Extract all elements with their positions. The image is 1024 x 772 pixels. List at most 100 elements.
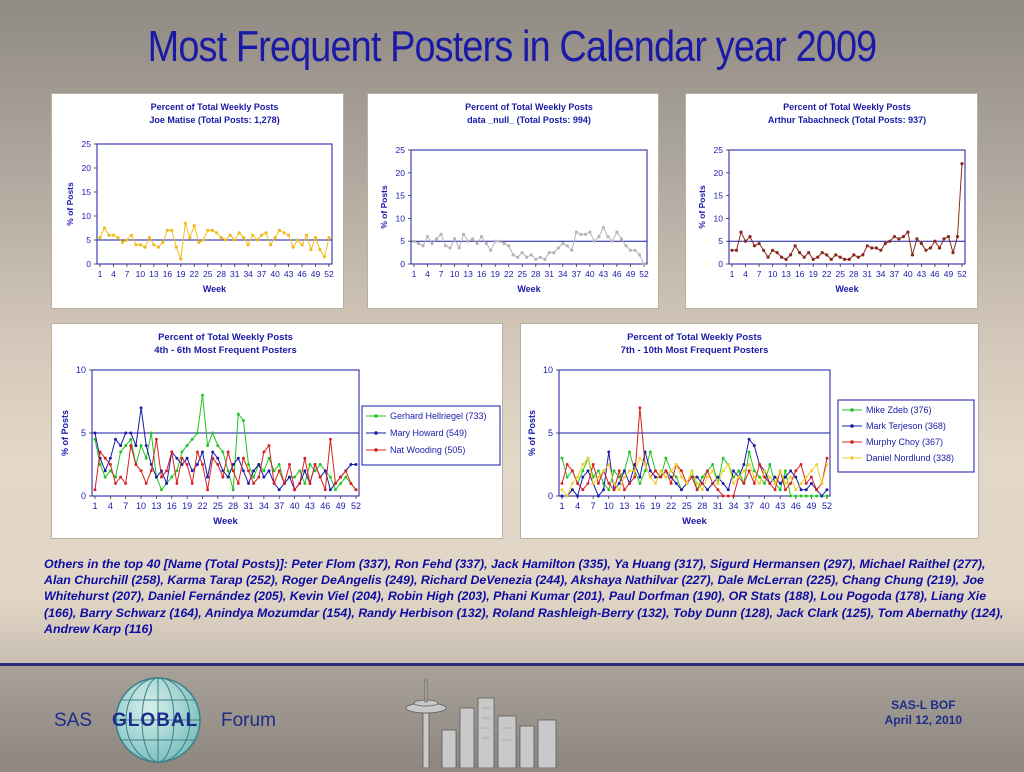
data-point bbox=[664, 469, 668, 473]
data-point bbox=[493, 239, 497, 243]
x-tick-label: 25 bbox=[836, 269, 846, 279]
data-point bbox=[591, 481, 595, 485]
data-point bbox=[721, 481, 725, 485]
data-point bbox=[612, 481, 616, 485]
series-line-3 bbox=[561, 457, 828, 497]
data-point bbox=[267, 469, 271, 473]
data-point bbox=[221, 475, 225, 479]
data-point bbox=[799, 463, 803, 466]
logo-forum-text: Forum bbox=[221, 710, 276, 731]
x-tick-label: 22 bbox=[190, 269, 200, 279]
data-point bbox=[628, 481, 631, 485]
data-point bbox=[711, 463, 715, 466]
x-tick-label: 22 bbox=[197, 501, 207, 511]
data-point bbox=[588, 230, 592, 234]
data-point bbox=[815, 463, 819, 466]
chart-subtitle: data _null_ (Total Posts: 994) bbox=[467, 115, 591, 125]
x-tick-label: 22 bbox=[822, 269, 832, 279]
chart-arthur-tabachneck: Percent of Total Weekly Posts Arthur Taba… bbox=[685, 93, 978, 309]
series-line-0 bbox=[732, 163, 963, 261]
x-tick-label: 1 bbox=[730, 269, 735, 279]
data-point bbox=[124, 431, 128, 435]
data-point bbox=[211, 450, 215, 454]
data-point bbox=[170, 475, 174, 479]
y-tick-label: 5 bbox=[718, 236, 723, 246]
logo-sas-text: SAS bbox=[54, 710, 93, 731]
y-tick-label: 20 bbox=[82, 163, 92, 173]
x-tick-label: 37 bbox=[274, 501, 284, 511]
data-point bbox=[185, 444, 189, 448]
data-point bbox=[700, 481, 704, 485]
data-point bbox=[924, 248, 928, 252]
data-point bbox=[825, 494, 829, 498]
data-point bbox=[108, 469, 112, 473]
data-point bbox=[807, 251, 811, 255]
data-point bbox=[241, 469, 245, 473]
x-tick-label: 16 bbox=[477, 269, 487, 279]
chart-4th-6th-posters: Percent of Total Weekly Posts 4th - 6th M… bbox=[51, 323, 503, 539]
data-point bbox=[560, 494, 564, 498]
data-point bbox=[654, 469, 657, 473]
data-point bbox=[570, 248, 574, 252]
data-point bbox=[919, 241, 923, 246]
data-point bbox=[638, 406, 642, 410]
data-point bbox=[298, 481, 302, 485]
data-point bbox=[742, 481, 746, 485]
data-point bbox=[349, 463, 353, 466]
data-point bbox=[134, 243, 138, 247]
data-point bbox=[778, 469, 782, 473]
data-point bbox=[139, 406, 143, 410]
data-point bbox=[648, 450, 652, 454]
data-point bbox=[737, 469, 741, 473]
data-point bbox=[272, 469, 276, 473]
data-point bbox=[327, 236, 331, 240]
data-point bbox=[439, 232, 443, 236]
data-point bbox=[888, 239, 892, 243]
x-tick-label: 28 bbox=[531, 269, 541, 279]
x-tick-label: 25 bbox=[213, 501, 223, 511]
bof-label: SAS-L BOF April 12, 2010 bbox=[885, 698, 962, 728]
data-point bbox=[766, 255, 770, 259]
data-point bbox=[654, 475, 657, 479]
data-point bbox=[560, 488, 564, 492]
data-point bbox=[752, 444, 756, 448]
data-point bbox=[272, 481, 276, 485]
x-tick-label: 31 bbox=[863, 269, 873, 279]
data-point bbox=[642, 262, 646, 266]
data-point bbox=[175, 469, 179, 473]
data-point bbox=[119, 450, 123, 454]
data-point bbox=[685, 481, 689, 485]
data-point bbox=[638, 475, 642, 479]
data-point bbox=[664, 456, 668, 460]
data-point bbox=[783, 475, 787, 479]
x-tick-label: 25 bbox=[203, 269, 213, 279]
data-point bbox=[612, 469, 616, 473]
data-point bbox=[183, 221, 187, 225]
data-point bbox=[247, 469, 250, 473]
x-axis-label: Week bbox=[517, 284, 541, 294]
x-tick-label: 34 bbox=[558, 269, 568, 279]
data-point bbox=[267, 444, 271, 448]
data-point bbox=[236, 456, 240, 460]
data-point bbox=[471, 237, 475, 241]
data-point bbox=[596, 469, 600, 473]
chart-data-null-svg: Percent of Total Weekly Posts data _null_… bbox=[379, 102, 649, 294]
data-point bbox=[216, 463, 220, 466]
data-point bbox=[206, 228, 210, 232]
data-point bbox=[206, 475, 210, 479]
data-point bbox=[816, 255, 820, 259]
data-point bbox=[328, 488, 332, 492]
y-tick-label: 0 bbox=[548, 491, 553, 501]
data-point bbox=[752, 475, 756, 479]
data-point bbox=[586, 456, 590, 460]
data-point bbox=[175, 481, 179, 485]
x-tick-label: 46 bbox=[791, 501, 801, 511]
slide-title: Most Frequent Posters in Calendar year 2… bbox=[147, 22, 877, 71]
data-point bbox=[757, 241, 761, 246]
data-point bbox=[190, 481, 194, 485]
data-point bbox=[726, 494, 730, 498]
data-point bbox=[768, 463, 772, 466]
bof-line1: SAS-L BOF bbox=[891, 698, 956, 712]
data-point bbox=[773, 475, 777, 479]
y-tick-label: 10 bbox=[714, 213, 724, 223]
